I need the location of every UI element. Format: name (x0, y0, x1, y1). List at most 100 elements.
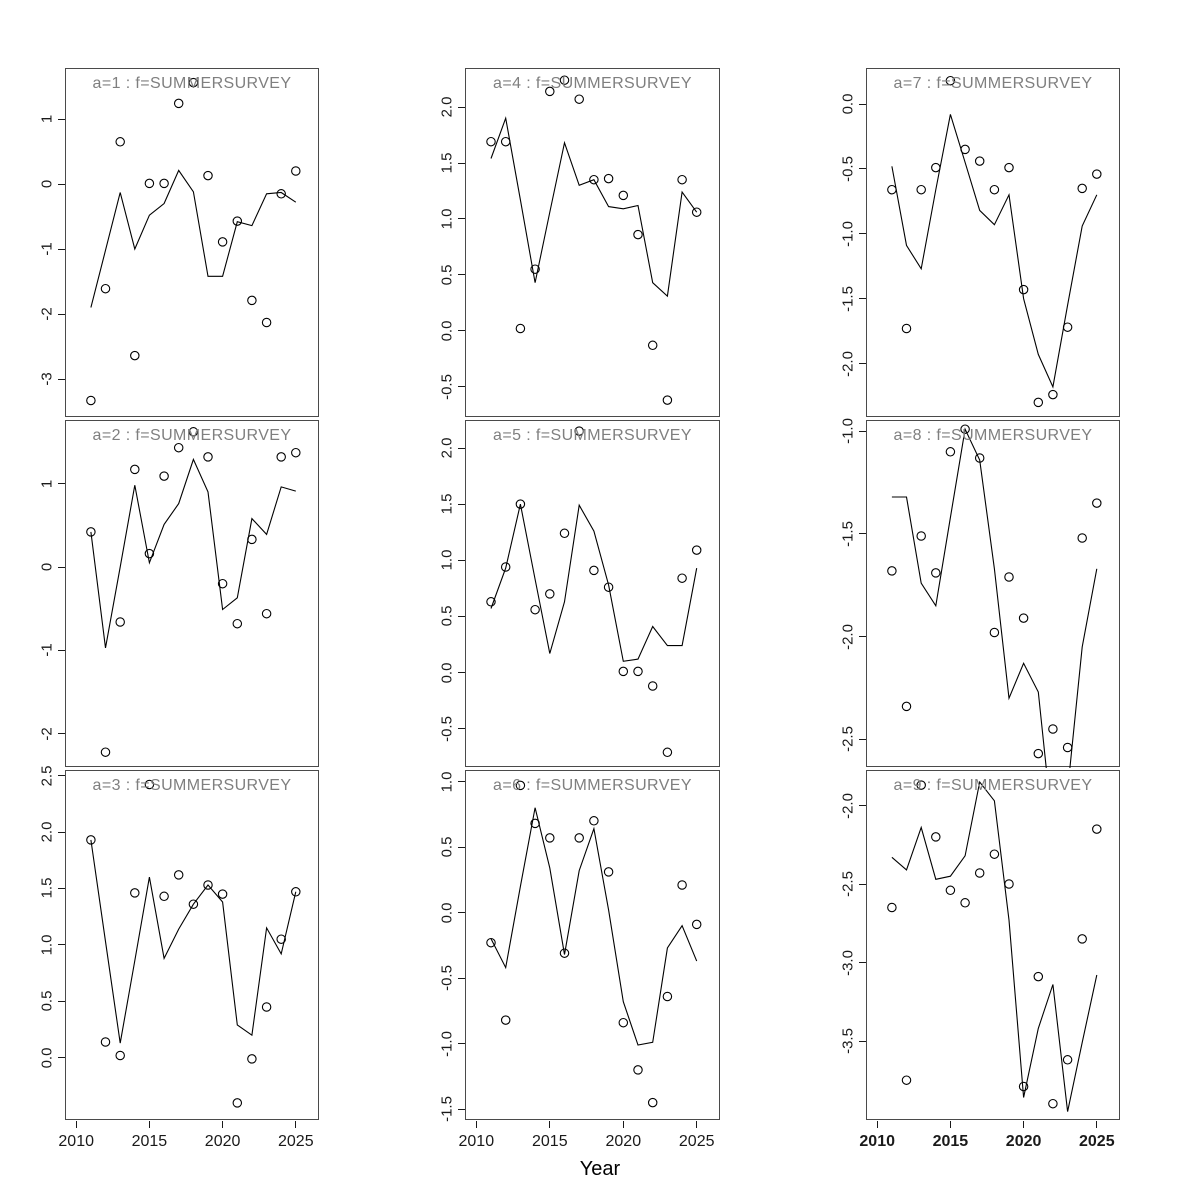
data-point (86, 527, 96, 537)
data-point (173, 870, 184, 880)
data-point (130, 350, 140, 361)
data-point (530, 818, 540, 829)
y-axis-tick (859, 533, 866, 535)
fitted-line (891, 427, 1098, 768)
x-axis-tick-label: 2025 (278, 1133, 314, 1150)
x-axis-tick-label: 2020 (1005, 1133, 1042, 1150)
data-point (159, 471, 169, 481)
y-axis-tick (58, 944, 65, 946)
data-point (232, 618, 243, 629)
data-point (1077, 934, 1087, 944)
data-point (691, 207, 702, 217)
panel-plot-area (86, 427, 301, 757)
panel-a1: a=1 : f=SUMMERSURVEY 1 0 -1 -2 -3 (39, 68, 319, 417)
data-point (559, 75, 570, 85)
data-point (500, 1015, 511, 1025)
data-point (960, 144, 970, 155)
data-point (633, 229, 643, 240)
y-axis-tick (458, 274, 465, 276)
data-point (901, 1075, 912, 1085)
data-point (647, 340, 658, 351)
y-axis-tick (458, 846, 465, 848)
y-axis-tick (458, 977, 465, 979)
data-point (647, 1097, 658, 1108)
data-point (515, 323, 526, 334)
data-point (559, 528, 570, 539)
data-point (618, 190, 629, 201)
data-point (188, 77, 199, 88)
fitted-line (90, 457, 296, 648)
x-axis-tick (475, 1121, 477, 1128)
data-point (217, 237, 228, 247)
y-axis-tick (859, 168, 866, 170)
fitted-line (490, 807, 698, 1046)
y-axis-tick (859, 883, 866, 885)
x-axis-tick (148, 1121, 150, 1128)
y-axis-tick (58, 733, 65, 735)
y-axis-tick (458, 218, 465, 220)
x-axis-tick-label: 2020 (204, 1133, 241, 1150)
data-point (589, 174, 599, 185)
panel-plot-area (86, 77, 301, 406)
data-point (276, 934, 286, 944)
x-axis-tick (949, 1121, 951, 1128)
data-point (115, 137, 125, 147)
y-axis-tick (458, 1043, 465, 1045)
data-point (500, 562, 511, 572)
data-point (589, 565, 599, 576)
data-point (545, 589, 555, 599)
data-point (1004, 162, 1014, 173)
data-point (916, 780, 926, 790)
y-axis-tick (458, 912, 465, 914)
data-point (574, 426, 584, 436)
y-axis-tick (859, 636, 866, 638)
data-point (960, 898, 970, 908)
data-point (86, 835, 96, 845)
x-axis-tick (1096, 1121, 1098, 1128)
data-point (1062, 322, 1073, 332)
data-point (974, 868, 985, 878)
data-point (100, 747, 111, 757)
y-axis-tick (58, 566, 65, 568)
y-axis-tick (859, 1040, 866, 1042)
y-axis-tick (458, 728, 465, 730)
y-axis-tick (58, 483, 65, 485)
data-point (559, 948, 570, 958)
data-point (545, 86, 555, 97)
panel-a8: a=8 : f=SUMMERSURVEY -1.0 -1.5 -2.0 -2.5 (840, 418, 1120, 768)
data-point (159, 178, 169, 189)
data-point (291, 447, 301, 458)
data-point (86, 395, 96, 406)
panel-plot-area (486, 426, 702, 758)
panel-a3: a=3 : f=SUMMERSURVEY 2.5 2.0 1.5 1.0 0.5 0.0 20… (39, 765, 319, 1150)
data-point (974, 156, 985, 166)
data-point (130, 464, 140, 475)
panel-a6: a=6 : f=SUMMERSURVEY 1.0 0.5 0.0 -0.5 -1.0 -1.… (439, 770, 720, 1150)
data-point (989, 627, 1000, 638)
data-point (989, 184, 1000, 195)
data-point (188, 899, 199, 909)
data-point (960, 424, 970, 434)
panel-a5: a=5 : f=SUMMERSURVEY 2.0 1.5 1.0 0.5 0.0 -0.5 (439, 420, 720, 767)
data-point (232, 216, 243, 226)
y-axis-tick (859, 430, 866, 432)
data-point (173, 442, 184, 453)
data-point (887, 902, 897, 913)
data-point (1062, 1055, 1073, 1065)
data-point (486, 937, 496, 948)
y-axis-tick (859, 738, 866, 740)
data-point (989, 849, 1000, 859)
data-point (515, 499, 526, 509)
data-point (1077, 533, 1087, 543)
data-point (1092, 824, 1102, 834)
data-point (677, 174, 687, 185)
data-point (276, 189, 286, 199)
panel-a9: a=9 : f=SUMMERSURVEY -2.0 -2.5 -3.0 -3.5 2010… (840, 770, 1120, 1150)
y-axis-tick (458, 386, 465, 388)
data-point (500, 136, 511, 147)
data-point (945, 885, 956, 896)
x-axis-tick (75, 1121, 77, 1128)
y-axis-tick (58, 649, 65, 651)
data-point (100, 283, 111, 294)
data-point (887, 566, 897, 576)
